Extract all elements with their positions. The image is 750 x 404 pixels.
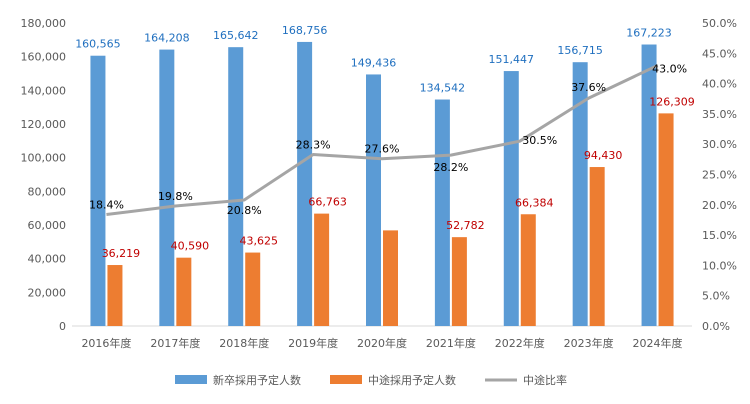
bar-new-grad [159, 49, 175, 327]
data-label-ratio: 18.4% [89, 198, 124, 211]
data-label-new-grad: 164,208 [144, 32, 190, 45]
bar-new-grad [297, 41, 313, 326]
y2-tick-label: 50.0% [702, 17, 737, 30]
y2-tick-label: 5.0% [702, 290, 730, 303]
x-tick-label: 2024年度 [633, 336, 683, 350]
data-label-mid-career: 94,430 [584, 149, 623, 162]
data-label-new-grad: 134,542 [420, 82, 466, 95]
bar-new-grad [228, 47, 244, 326]
y-tick-label: 0 [59, 320, 66, 333]
data-label-new-grad: 165,642 [213, 29, 259, 42]
x-tick-label: 2020年度 [357, 336, 407, 350]
bar-mid-career [245, 252, 261, 326]
bar-mid-career [383, 230, 398, 326]
bar-mid-career [658, 113, 674, 326]
y-tick-label: 120,000 [21, 118, 67, 131]
bar-new-grad [90, 55, 106, 327]
data-label-ratio: 27.6% [365, 143, 400, 156]
y-tick-label: 140,000 [21, 84, 67, 97]
x-tick-label: 2016年度 [81, 336, 131, 350]
data-label-ratio: 28.3% [296, 139, 331, 152]
y-tick-label: 180,000 [21, 17, 67, 30]
x-tick-label: 2023年度 [564, 336, 614, 350]
x-tick-label: 2018年度 [219, 336, 269, 350]
legend-swatch-mid-career [330, 375, 362, 384]
data-label-ratio: 28.2% [433, 161, 468, 174]
data-label-ratio: 43.0% [652, 62, 687, 75]
y-tick-label: 20,000 [28, 286, 67, 299]
y2-tick-label: 30.0% [702, 138, 737, 151]
x-tick-label: 2019年度 [288, 336, 338, 350]
data-label-ratio: 37.6% [571, 81, 606, 94]
y2-tick-label: 15.0% [702, 229, 737, 242]
data-label-mid-career: 52,782 [446, 219, 485, 232]
data-label-mid-career: 66,763 [308, 196, 347, 209]
data-label-mid-career: 40,590 [171, 240, 210, 253]
y2-tick-label: 45.0% [702, 47, 737, 60]
data-label-new-grad: 151,447 [489, 53, 535, 66]
x-tick-label: 2021年度 [426, 336, 476, 350]
y2-tick-label: 20.0% [702, 199, 737, 212]
x-tick-label: 2017年度 [150, 336, 200, 350]
data-label-new-grad: 156,715 [557, 44, 603, 57]
legend-swatch-new-grad [175, 375, 207, 384]
data-label-mid-career: 126,309 [649, 95, 695, 108]
y2-tick-label: 0.0% [702, 320, 730, 333]
y-tick-label: 80,000 [28, 185, 67, 198]
data-label-mid-career: 36,219 [102, 247, 141, 260]
y2-tick-label: 10.0% [702, 259, 737, 272]
bar-mid-career [176, 257, 192, 326]
bar-mid-career [314, 213, 330, 326]
y2-tick-label: 40.0% [702, 78, 737, 91]
data-label-mid-career: 66,384 [515, 196, 554, 209]
y2-tick-label: 25.0% [702, 169, 737, 182]
bar-new-grad [503, 71, 519, 327]
y-tick-label: 160,000 [21, 51, 67, 64]
bar-mid-career [589, 167, 605, 326]
y-tick-label: 60,000 [28, 219, 67, 232]
data-label-new-grad: 167,223 [626, 27, 672, 40]
bar-mid-career [107, 265, 123, 326]
y-tick-label: 100,000 [21, 152, 67, 165]
bar-new-grad [366, 74, 381, 326]
y-tick-label: 40,000 [28, 253, 67, 266]
legend-label-new-grad: 新卒採用予定人数 [213, 373, 301, 387]
data-label-new-grad: 160,565 [75, 38, 121, 51]
data-label-ratio: 30.5% [522, 134, 557, 147]
bar-new-grad [434, 99, 450, 326]
y2-tick-label: 35.0% [702, 108, 737, 121]
x-tick-label: 2022年度 [495, 336, 545, 350]
legend-label-ratio: 中途比率 [523, 373, 567, 387]
data-label-new-grad: 168,756 [282, 24, 328, 37]
data-label-mid-career: 43,625 [239, 235, 278, 248]
bar-mid-career [451, 237, 467, 326]
bar-mid-career [520, 214, 536, 326]
data-label-ratio: 20.8% [227, 204, 262, 217]
data-label-new-grad: 149,436 [351, 56, 397, 69]
bar-new-grad [572, 62, 588, 327]
data-label-ratio: 19.8% [158, 190, 193, 203]
legend-label-mid-career: 中途採用予定人数 [368, 373, 456, 387]
ratio-line [106, 64, 659, 216]
bar-new-grad [641, 44, 657, 327]
